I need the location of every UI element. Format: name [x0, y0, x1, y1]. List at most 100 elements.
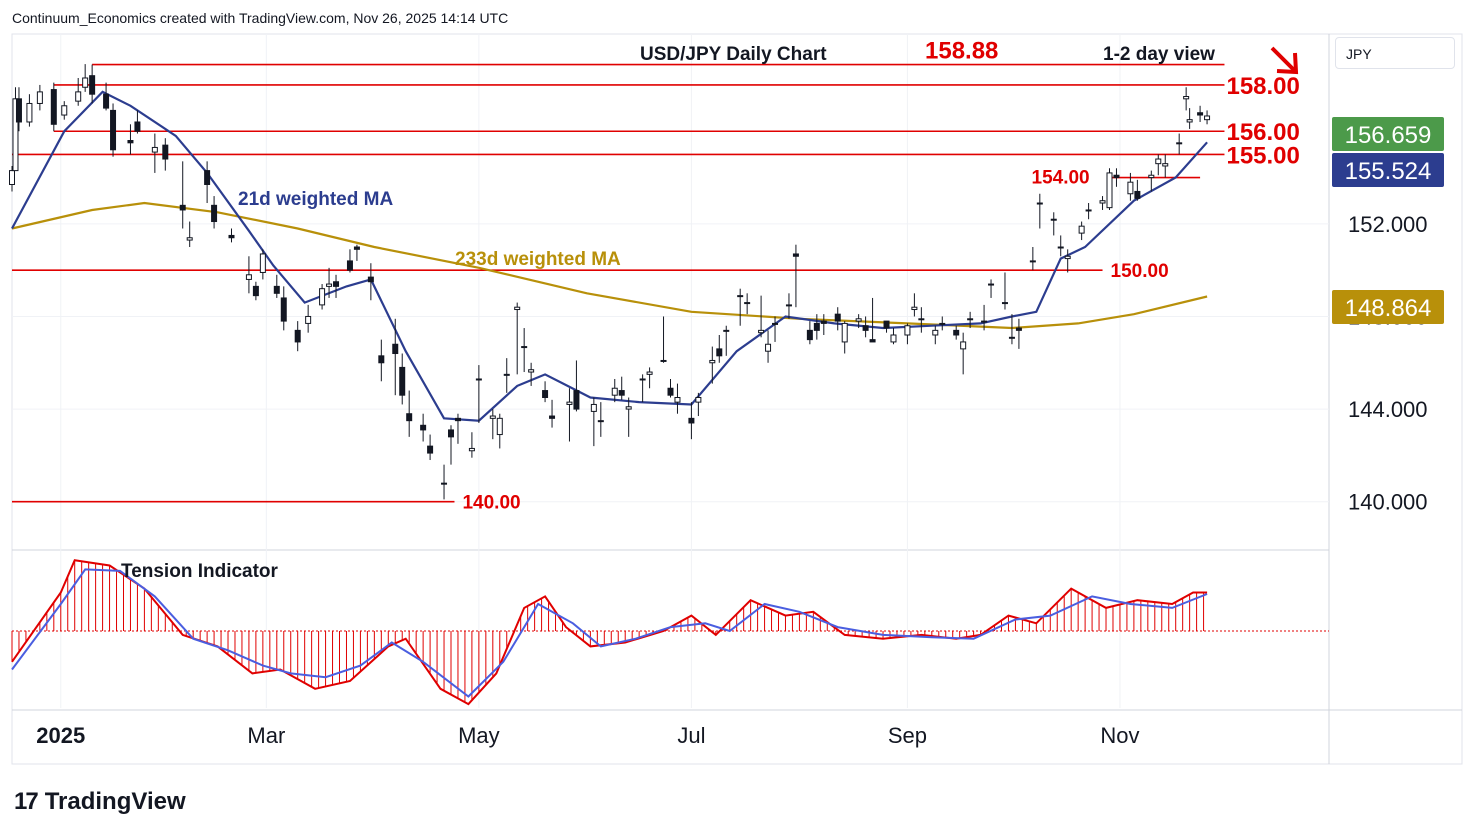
chart-frame [11, 33, 1463, 765]
candle-body [573, 390, 580, 410]
candle [590, 397, 597, 447]
candle [988, 279, 995, 298]
candle-body [1029, 260, 1036, 263]
candle-body [12, 98, 19, 172]
arrow-shaft [1270, 46, 1297, 73]
candle-body [151, 146, 158, 153]
candle-body [441, 482, 448, 485]
candle [468, 432, 475, 458]
candle [259, 249, 266, 280]
candle [597, 402, 604, 437]
chart-subtitle: 1-2 day view [1103, 44, 1215, 65]
candle [932, 325, 939, 345]
candle-body [427, 445, 434, 454]
candle [319, 284, 326, 310]
candle-body [489, 415, 496, 419]
level-label: 158.88 [925, 38, 998, 65]
candle-body [454, 417, 461, 422]
candle-body [305, 315, 312, 324]
candle [618, 376, 625, 400]
candle-body [744, 302, 751, 305]
candle [441, 464, 448, 500]
candle [967, 311, 974, 329]
candle-body [1036, 202, 1043, 205]
candle-body [179, 204, 186, 211]
candle-body [378, 355, 385, 364]
tradingview-logo-text: TradingView [44, 788, 186, 815]
candle-body [1050, 218, 1057, 221]
candle-body [1162, 163, 1169, 167]
arrow-head [1276, 52, 1299, 75]
ma-233d-label: 233d weighted MA [455, 249, 621, 270]
tradingview-mark-icon: 17 [14, 788, 39, 815]
attribution-text: Continuum_Economics created with Trading… [12, 10, 509, 26]
candle [688, 402, 695, 440]
candle [1008, 314, 1015, 345]
price-badge-21d-ma [1332, 153, 1444, 187]
candle [273, 274, 280, 298]
candle [918, 307, 925, 333]
candle [252, 281, 259, 301]
candle [211, 196, 218, 229]
candle [785, 293, 792, 319]
candle [573, 360, 580, 412]
candle [454, 413, 461, 444]
candle [9, 165, 15, 192]
candle [127, 124, 134, 155]
candle [179, 161, 186, 229]
x-tick-label: May [458, 723, 500, 748]
candle-body [939, 322, 946, 325]
candle [639, 374, 646, 403]
candle-body [918, 318, 925, 321]
candle [939, 316, 946, 331]
candle [1015, 318, 1022, 349]
candle [151, 133, 158, 173]
candle [709, 346, 716, 384]
candle-body [660, 359, 667, 362]
candle-body [82, 77, 89, 88]
candle [765, 330, 772, 363]
candle-body [667, 387, 674, 396]
candle-body [709, 359, 716, 364]
candle-body [15, 98, 22, 123]
x-tick-label: Nov [1100, 723, 1139, 748]
candle-body [639, 378, 646, 381]
candle-body [204, 170, 211, 185]
y-tick-label: 152.000 [1348, 212, 1428, 237]
candle-body [521, 346, 528, 349]
candle-body [103, 93, 110, 109]
candle [723, 325, 730, 356]
candle [1064, 249, 1071, 273]
candle [674, 383, 681, 414]
candle [611, 378, 618, 403]
candle [75, 77, 82, 106]
candle [15, 87, 22, 132]
candle [646, 367, 653, 389]
candle [61, 101, 68, 120]
candle-body [1106, 172, 1113, 209]
candle [1148, 170, 1155, 192]
candle-body [597, 420, 604, 423]
candle-body [611, 387, 618, 396]
candle-body [1001, 302, 1008, 305]
candle [806, 321, 813, 345]
candle [204, 161, 211, 204]
price-badge-label: 156.659 [1345, 122, 1432, 149]
candle-body [834, 313, 841, 322]
candle-body [1176, 142, 1183, 145]
candle [503, 358, 510, 393]
candle [667, 378, 674, 398]
currency-button[interactable]: JPY [1335, 37, 1455, 69]
candle [521, 328, 528, 373]
candle-body [468, 447, 475, 452]
candle-body [26, 102, 33, 123]
candle-body [127, 140, 134, 144]
tradingview-logo[interactable]: 17 TradingView [14, 788, 186, 816]
candle [660, 316, 667, 363]
candle-body [890, 334, 897, 343]
candle [89, 64, 96, 104]
candle-body [862, 325, 869, 331]
candle-body [50, 89, 57, 125]
